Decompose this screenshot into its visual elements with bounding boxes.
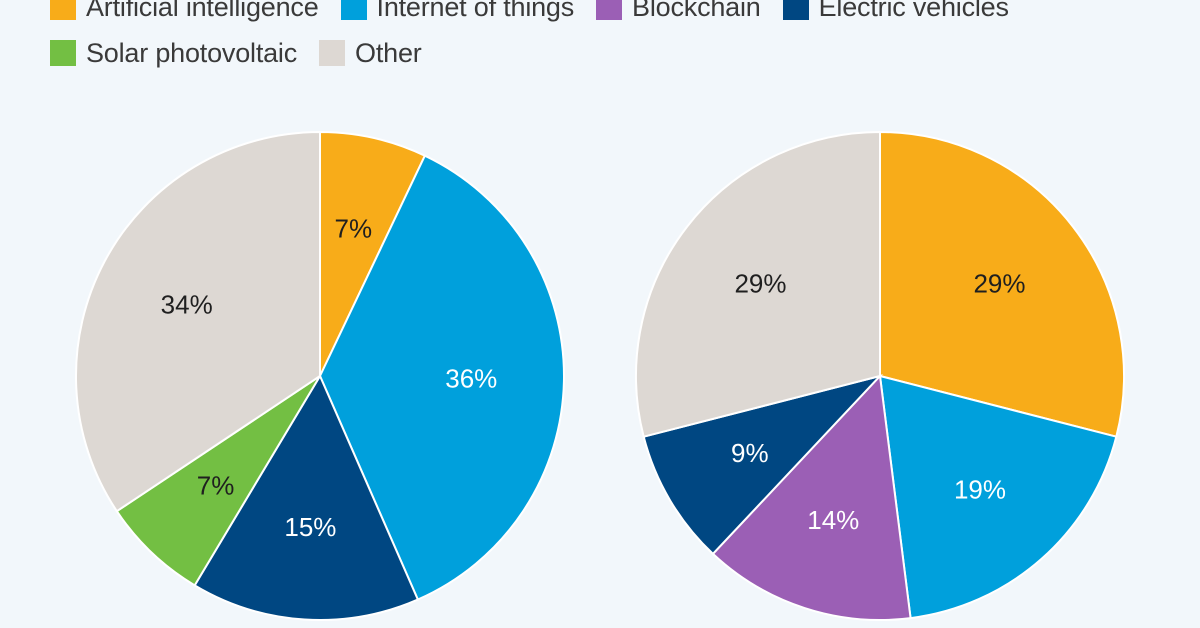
pie-slice-electric-vehicles [193, 373, 420, 621]
legend-row: Solar photovoltaic Other [50, 30, 1170, 76]
legend-item-blockchain: Blockchain [596, 0, 761, 23]
legend-row: Artificial intelligence Internet of thin… [50, 0, 1170, 30]
pie-slice-electric-vehicles [642, 374, 884, 556]
pie-slice-internet-of-things [878, 374, 1118, 620]
legend-label-blockchain: Blockchain [632, 0, 761, 22]
legend-label-other: Other [355, 37, 422, 68]
legend-swatch-blockchain [596, 0, 623, 20]
legend-item-other: Other [319, 38, 422, 69]
pie-data-label: 15% [284, 512, 336, 542]
pie-slice-solar-photovoltaic [115, 375, 321, 587]
legend-label-electric-vehicles: Electric vehicles [818, 0, 1009, 22]
pie-slice-internet-of-things [318, 154, 565, 601]
legend-item-internet-of-things: Internet of things [340, 0, 575, 23]
pie-chart-left: 7% 36% 15% 7% 34% [75, 130, 565, 621]
pie-slice-other [75, 130, 321, 513]
pie-data-label: 19% [954, 475, 1006, 505]
pie-chart-right: 29% 19% 14% 9% 29% [635, 130, 1125, 621]
legend-label-artificial-intelligence: Artificial intelligence [86, 0, 319, 22]
legend-swatch-electric-vehicles [782, 0, 809, 20]
legend-swatch-internet-of-things [340, 0, 367, 20]
legend-swatch-artificial-intelligence [50, 0, 76, 20]
legend-item-artificial-intelligence: Artificial intelligence [50, 0, 319, 23]
legend-item-electric-vehicles: Electric vehicles [782, 0, 1009, 23]
pie-data-label: 36% [445, 363, 497, 393]
chart-legend: Artificial intelligence Internet of thin… [50, 0, 1170, 76]
pie-data-label: 34% [161, 290, 213, 320]
pie-slice-other [635, 130, 881, 438]
pie-data-label: 7% [335, 213, 373, 243]
pie-data-label: 7% [197, 471, 235, 501]
pie-slice-artificial-intelligence [879, 130, 1125, 438]
pie-data-label: 14% [807, 505, 859, 535]
pie-slice-blockchain [711, 373, 912, 621]
pie-data-label: 29% [973, 268, 1025, 298]
pie-data-label: 29% [734, 268, 786, 298]
legend-swatch-other [319, 40, 346, 66]
legend-swatch-solar-photovoltaic [50, 40, 76, 66]
legend-item-solar-photovoltaic: Solar photovoltaic [50, 38, 297, 69]
legend-label-solar-photovoltaic: Solar photovoltaic [86, 37, 298, 68]
pie-slice-artificial-intelligence [319, 130, 427, 377]
pie-data-label: 9% [731, 438, 769, 468]
legend-label-internet-of-things: Internet of things [376, 0, 575, 22]
